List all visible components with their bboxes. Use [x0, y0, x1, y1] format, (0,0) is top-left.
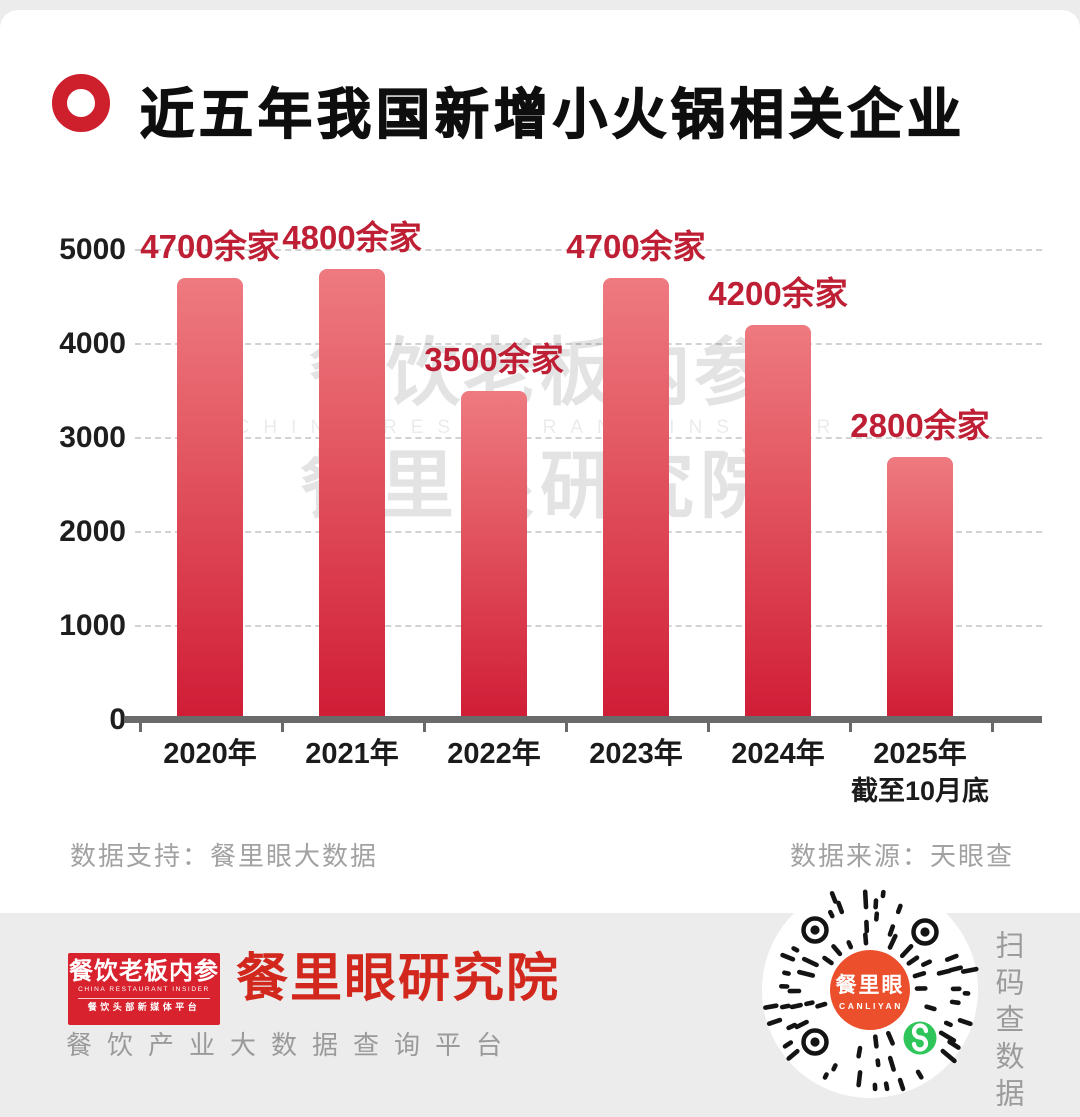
qr-center-label: 餐里眼	[836, 973, 905, 997]
axis-tick	[565, 723, 568, 732]
x-axis-label: 2020年	[163, 738, 257, 770]
data-source-note: 数据来源：天眼查	[789, 841, 1014, 871]
bar-column: 2800余家	[849, 250, 991, 720]
qr-center-badge	[830, 950, 910, 1030]
bar-value-label: 2800余家	[850, 407, 990, 444]
qr-center-sublabel: CANLIYAN	[839, 1001, 903, 1011]
publisher-logo-badge: 餐饮老板内参 CHINA RESTAURANT INSIDER 餐饮头部新媒体平…	[68, 953, 220, 1025]
x-axis-ticks	[139, 723, 994, 733]
bar-value-label: 4700余家	[140, 228, 280, 265]
qr-eye-dot	[810, 925, 820, 935]
axis-tick	[849, 723, 852, 732]
logo-subtitle-en: CHINA RESTAURANT INSIDER	[78, 986, 210, 993]
gridline	[135, 437, 1042, 439]
qr-dash-pattern	[763, 889, 979, 1092]
axis-tick	[139, 723, 142, 732]
axis-tick	[423, 723, 426, 732]
qr-code-svg: 餐里眼 CANLIYAN	[762, 882, 979, 1098]
logo-divider	[78, 997, 210, 999]
gridline	[135, 531, 1042, 533]
bar-columns: 4700余家 4800余家 3500余家 4700余家 4200余家 2800余家	[139, 219, 991, 720]
bar-2021年	[319, 269, 385, 720]
y-tick-label: 2000	[59, 515, 126, 548]
y-tick-label: 5000	[59, 233, 126, 266]
qr-foreground: 餐里眼 CANLIYAN	[801, 916, 939, 1056]
scan-hint-text: 扫码查数据	[991, 930, 1023, 1115]
qr-eye-dot	[810, 1037, 820, 1047]
bar-column: 4700余家	[565, 228, 707, 720]
bar-column: 4700余家	[139, 228, 281, 720]
qr-eye-dot	[920, 927, 930, 937]
bar-2023年	[603, 278, 669, 720]
y-tick-label: 0	[109, 703, 126, 736]
page-title: 近五年我国新增小火锅相关企业	[139, 84, 966, 146]
infographic-card: 近五年我国新增小火锅相关企业 5000 4000 3000 2000 1000 …	[0, 10, 1080, 913]
axis-tick	[707, 723, 710, 732]
qr-eye-bottom-left	[801, 1028, 829, 1056]
bar-column: 3500余家	[423, 250, 565, 720]
data-support-note: 数据支持：餐里眼大数据	[70, 841, 379, 871]
x-axis-label: 2023年	[589, 738, 683, 770]
x-axis-label: 2024年	[731, 738, 825, 770]
bar-2020年	[177, 278, 243, 720]
y-tick-label: 3000	[59, 421, 126, 454]
gridline	[135, 625, 1042, 627]
bar-chart: 5000 4000 3000 2000 1000 0 餐饮老板内参 CHINA …	[0, 10, 1080, 923]
axis-tick	[991, 723, 994, 732]
watermark-line1: 餐饮老板内参	[309, 331, 771, 414]
y-tick-label: 1000	[59, 609, 126, 642]
bar-2024年	[745, 325, 811, 720]
x-axis-label: 2021年	[305, 738, 399, 770]
brand-tagline: 餐饮产业大数据查询平台	[66, 1030, 518, 1060]
x-axis-line	[124, 716, 1042, 723]
y-tick-label: 4000	[59, 327, 126, 360]
bar-value-label: 4200余家	[708, 275, 848, 312]
axis-tick	[281, 723, 284, 732]
gridline	[135, 343, 1042, 345]
logo-tagline: 餐饮头部新媒体平台	[87, 1001, 201, 1012]
bar-column: 4800余家	[281, 219, 423, 720]
bar-2025年	[887, 457, 953, 720]
bar-value-label: 4700余家	[566, 228, 706, 265]
bar-value-label: 4800余家	[282, 219, 422, 256]
x-axis-labels: 2020年 2021年 2022年 2023年 2024年 2025年 截至10月底	[139, 736, 991, 809]
x-axis-label: 2025年 截至10月底	[850, 738, 990, 806]
wechat-s-glyph	[911, 1023, 929, 1052]
gridline	[135, 249, 1042, 251]
qr-code: 餐里眼 CANLIYAN	[760, 880, 980, 1100]
bar-2022年	[461, 391, 527, 720]
bar-column: 4200余家	[707, 250, 849, 720]
qr-eye-top-right	[911, 918, 939, 946]
qr-eye-top-left	[801, 916, 829, 944]
logo-title: 餐饮老板内参	[69, 958, 219, 985]
brand-title: 餐里眼研究院	[236, 951, 561, 1008]
x-axis-label: 2022年	[447, 738, 541, 770]
bar-value-label: 3500余家	[424, 341, 564, 378]
